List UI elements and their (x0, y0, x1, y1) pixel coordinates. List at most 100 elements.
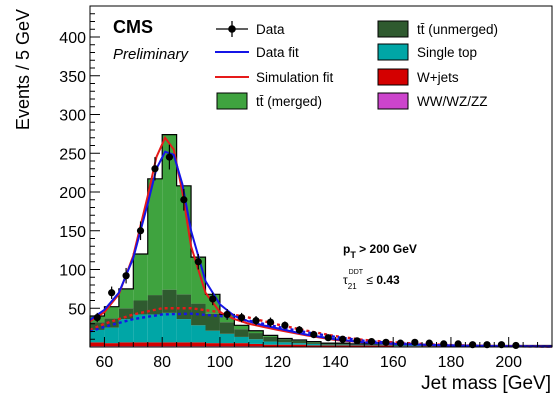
bar-single-top (219, 333, 235, 344)
data-point (425, 339, 433, 347)
data-point (440, 340, 448, 348)
bar-tt-merged (248, 330, 264, 334)
data-point (281, 321, 289, 329)
data-point (382, 338, 390, 346)
legend-label-data: Data (256, 22, 285, 37)
y-tick-label: 100 (59, 263, 86, 280)
data-point (209, 295, 217, 303)
bar-tt-unmerged (321, 343, 336, 345)
data-point (151, 165, 159, 173)
x-tick-label: 80 (153, 354, 171, 371)
bar-w-jets (162, 342, 177, 347)
bar-w-jets (133, 342, 148, 347)
bar-single-top (205, 330, 220, 344)
legend-box-single-top (377, 43, 409, 61)
y-tick-label: 50 (68, 301, 86, 318)
data-point (483, 341, 491, 349)
bar-single-top (248, 339, 264, 344)
bar-single-top (306, 343, 321, 346)
bar-single-top (147, 314, 163, 343)
y-axis-label: Events / 5 GeV (13, 9, 33, 130)
histogram-stack (89, 134, 553, 347)
bar-tt-unmerged (205, 313, 220, 331)
bar-tt-unmerged (234, 329, 249, 337)
legend-label-tt-unmerged: tt̄ (unmerged) (417, 22, 498, 37)
legend-box-tt-merged (216, 92, 248, 110)
data-point (512, 341, 520, 350)
bar-w-jets (248, 343, 264, 347)
bar-single-top (321, 344, 336, 346)
bar-w-jets (176, 342, 192, 347)
bar-w-jets (205, 343, 220, 347)
data-point (122, 272, 130, 280)
x-axis-label: Jet mass [GeV] (421, 373, 551, 394)
x-tick-label: 120 (264, 354, 291, 371)
bar-w-jets (349, 345, 365, 347)
bar-tt-unmerged (104, 318, 119, 328)
bar-single-top (191, 325, 206, 343)
bar-tt-merged (133, 254, 148, 301)
legend-box-ww-wz-zz (377, 92, 409, 110)
x-tick-label: 200 (495, 354, 522, 371)
x-tick-label: 180 (438, 354, 465, 371)
legend-label-w-jets: W+jets (417, 70, 459, 85)
y-tick-label: 300 (59, 108, 86, 125)
bar-tt-merged (234, 325, 249, 330)
legend-marker-point (228, 25, 236, 33)
bar-tt-unmerged (306, 342, 321, 344)
bar-tt-unmerged (219, 322, 235, 334)
bar-w-jets (191, 342, 206, 347)
data-point (497, 341, 506, 349)
bar-single-top (118, 319, 134, 343)
data-point (266, 318, 275, 326)
bar-tt-unmerged (133, 300, 148, 315)
y-tick-label: 400 (59, 30, 86, 47)
bar-tt-merged (162, 134, 177, 290)
data-point (180, 196, 188, 204)
bar-tt-unmerged (248, 333, 264, 340)
bar-single-top (104, 327, 119, 344)
data-point (295, 326, 303, 334)
legend-box-w-jets (377, 68, 409, 86)
bar-tt-unmerged (263, 336, 278, 342)
legend-label-tt-merged: tt̄ (merged) (256, 94, 322, 109)
bar-tt-merged (118, 288, 134, 309)
bar-single-top (234, 336, 249, 344)
bar-w-jets (263, 344, 278, 347)
bar-w-jets (292, 344, 307, 347)
bar-single-top (349, 344, 365, 346)
bar-tt-unmerged (162, 289, 177, 313)
data-point (324, 334, 332, 342)
legend-label-simulation-fit: Simulation fit (256, 70, 334, 85)
data-point (310, 331, 318, 339)
data-point (367, 337, 376, 346)
bar-w-jets (234, 343, 249, 347)
data-point (108, 289, 116, 297)
data-point (165, 153, 174, 161)
data-point (339, 335, 347, 343)
bar-single-top (263, 341, 278, 345)
bar-w-jets (90, 342, 105, 347)
x-tick-label: 160 (380, 354, 407, 371)
bar-w-jets (335, 345, 350, 347)
bar-tt-unmerged (292, 340, 307, 344)
bar-w-jets (147, 342, 163, 347)
bar-tt-unmerged (277, 339, 293, 343)
bar-w-jets (277, 344, 293, 347)
data-point (454, 340, 462, 348)
bar-w-jets (321, 345, 336, 347)
bar-tt-unmerged (335, 343, 350, 345)
bar-w-jets (219, 343, 235, 347)
bar-single-top (162, 312, 177, 343)
bar-w-jets (378, 345, 394, 347)
bar-tt-unmerged (118, 308, 134, 320)
bar-tt-unmerged (147, 295, 163, 315)
data-point (411, 338, 419, 346)
legend-label-single-top: Single top (417, 45, 477, 60)
bar-single-top (335, 344, 350, 346)
data-point (396, 339, 405, 347)
bar-single-top (277, 342, 293, 345)
data-point (468, 341, 477, 349)
pt-cut-annotation: pT > 200 GeV (343, 242, 417, 260)
